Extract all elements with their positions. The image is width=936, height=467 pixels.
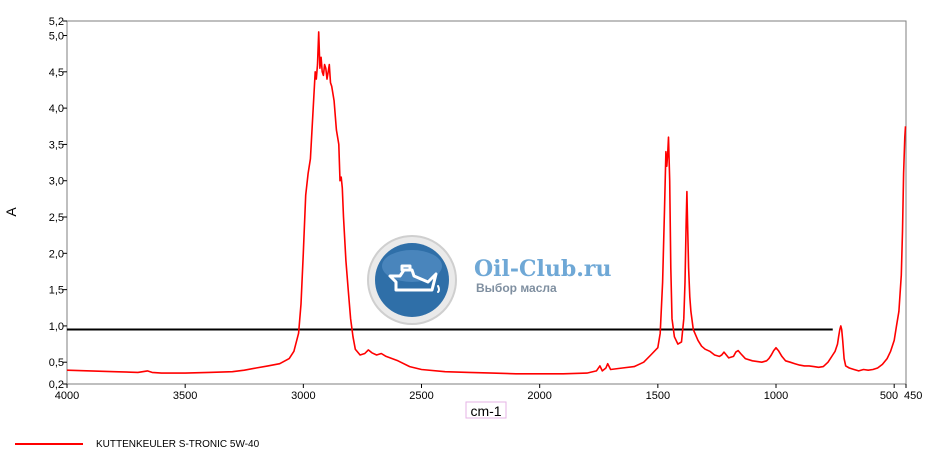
y-tick-label: 2,0 (49, 248, 64, 260)
x-tick-label: 450 (904, 390, 922, 402)
x-tick-label: 2500 (409, 390, 433, 402)
watermark-subtitle: Выбор масла (476, 281, 557, 295)
series-line-kuttenkeuler (66, 31, 907, 375)
y-tick-label: 3,0 (49, 176, 64, 188)
watermark: Oil-Club.ru Выбор масла (367, 235, 612, 325)
x-tick-label: 3000 (291, 390, 315, 402)
x-axis: 4000 3500 3000 2500 2000 1500 1000 500 450 (55, 384, 922, 402)
y-axis-title: A (3, 207, 19, 217)
x-tick-label: 4000 (55, 390, 79, 402)
y-tick-label: 1,5 (49, 285, 64, 297)
y-tick-label: 3,5 (49, 139, 64, 151)
x-tick-label: 2000 (527, 390, 551, 402)
y-axis: 0,2 0,5 1,0 1,5 2,0 2,5 3,0 3,5 4,0 4,5 5,0 5,2 (49, 16, 67, 391)
x-axis-title-frame (465, 401, 507, 419)
plot-frame (66, 20, 907, 385)
x-axis-title: cm-1 (470, 403, 501, 419)
x-tick-label: 1500 (646, 390, 670, 402)
watermark-title: Oil-Club.ru (474, 256, 612, 282)
y-tick-label: 5,0 (49, 31, 64, 43)
y-tick-label: 0,5 (49, 357, 64, 369)
y-tick-label: 2,5 (49, 212, 64, 224)
y-tick-label: 4,5 (49, 67, 64, 79)
y-tick-label: 4,0 (49, 103, 64, 115)
x-tick-label: 1000 (764, 390, 788, 402)
oil-can-icon (388, 264, 440, 293)
y-tick-label: 1,0 (49, 321, 64, 333)
x-tick-label: 500 (880, 390, 898, 402)
legend: KUTTENKEULER S-TRONIC 5W-40 (15, 439, 260, 450)
x-tick-label: 3500 (173, 390, 197, 402)
legend-label: KUTTENKEULER S-TRONIC 5W-40 (96, 439, 260, 450)
watermark-badge-gloss (382, 250, 442, 282)
y-tick-label: 5,2 (49, 16, 64, 28)
y-tick-label: 0,2 (49, 379, 64, 391)
